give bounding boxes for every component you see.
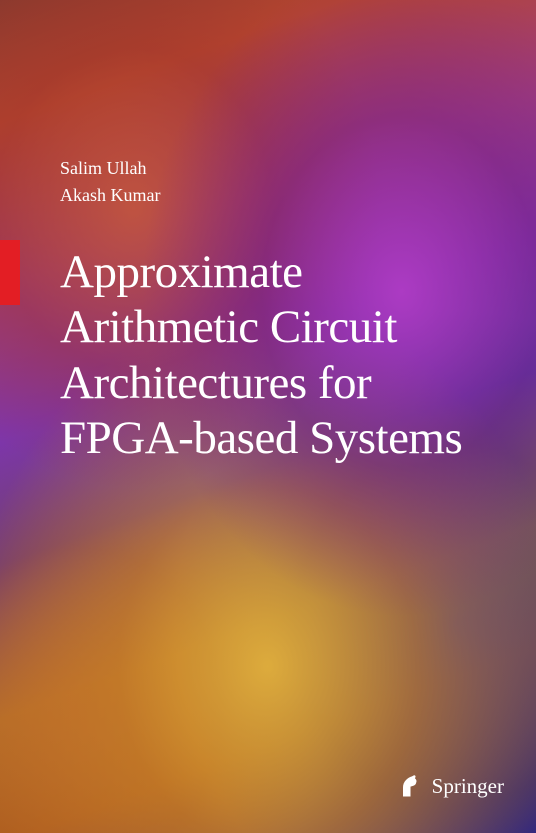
springer-horse-icon (394, 771, 424, 801)
author-2: Akash Kumar (60, 182, 160, 209)
publisher-name: Springer (432, 774, 504, 799)
publisher-block: Springer (394, 771, 504, 801)
accent-bar (0, 240, 20, 305)
authors-block: Salim Ullah Akash Kumar (60, 155, 160, 209)
book-title: Approximate Arithmetic Circuit Architect… (60, 245, 496, 467)
book-cover: Salim Ullah Akash Kumar Approximate Arit… (0, 0, 536, 833)
author-1: Salim Ullah (60, 155, 160, 182)
